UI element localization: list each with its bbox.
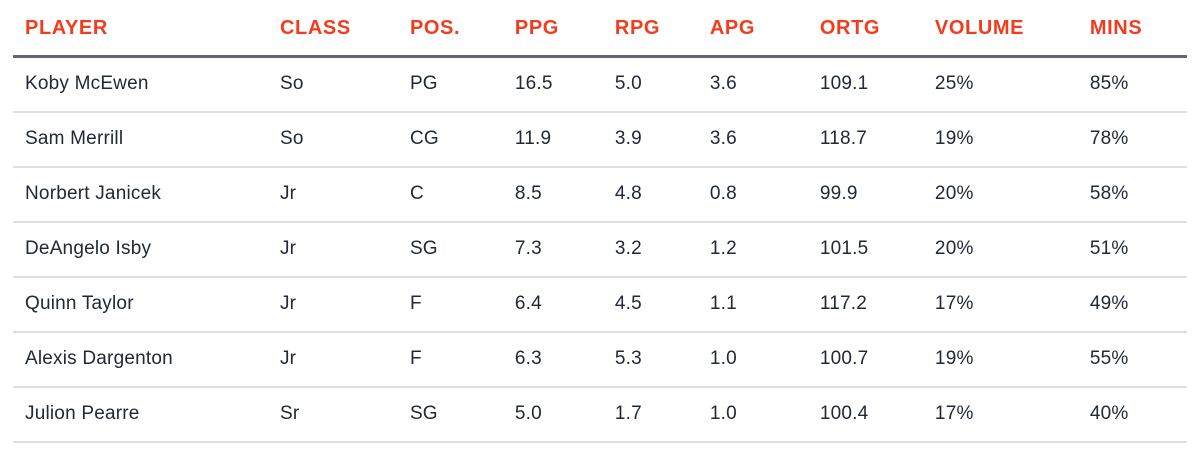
player-name-cell: Alexis Dargenton [13,331,268,388]
stat-cell-apg: 1.0 [697,386,808,443]
stats-table: PLAYER CLASS POS. PPG RPG APG ORTG VOLUME MINS K… [13,0,1187,443]
stat-cell-ortg: 117.2 [807,276,923,333]
stat-cell-ppg: 6.4 [502,276,603,333]
player-name-cell: Norbert Janicek [13,166,268,223]
stat-cell-ppg: 11.9 [502,111,603,168]
column-header-player: PLAYER [13,0,268,58]
column-header-rpg: RPG [602,0,698,58]
stat-cell-mins: 78% [1077,111,1187,168]
column-header-mins: MINS [1077,0,1187,58]
stat-cell-ppg: 6.3 [502,331,603,388]
stat-cell-mins: 85% [1077,56,1187,113]
stat-cell-mins: 55% [1077,331,1187,388]
table-row: Alexis Dargenton Jr F 6.3 5.3 1.0 100.7 19% 55% [13,331,1187,388]
stat-cell-volume: 17% [922,386,1078,443]
stat-cell-ppg: 16.5 [502,56,603,113]
table-body: Koby McEwen So PG 16.5 5.0 3.6 109.1 25% 85% Sam … [13,56,1187,443]
stat-cell-ortg: 101.5 [807,221,923,278]
stat-cell-mins: 40% [1077,386,1187,443]
column-header-ortg: ORTG [807,0,923,58]
stat-cell-rpg: 3.9 [602,111,698,168]
column-header-pos: POS. [397,0,503,58]
stat-cell-pos: SG [397,386,503,443]
column-header-volume: VOLUME [922,0,1078,58]
stat-cell-class: Jr [267,166,398,223]
table-row: Sam Merrill So CG 11.9 3.9 3.6 118.7 19% 78% [13,111,1187,168]
stat-cell-class: Jr [267,331,398,388]
stat-cell-pos: CG [397,111,503,168]
stat-cell-volume: 25% [922,56,1078,113]
stat-cell-pos: C [397,166,503,223]
stat-cell-apg: 1.1 [697,276,808,333]
stat-cell-ortg: 118.7 [807,111,923,168]
stat-cell-ortg: 109.1 [807,56,923,113]
stat-cell-mins: 49% [1077,276,1187,333]
table-row: DeAngelo Isby Jr SG 7.3 3.2 1.2 101.5 20% 51% [13,221,1187,278]
stat-cell-pos: SG [397,221,503,278]
table-row: Quinn Taylor Jr F 6.4 4.5 1.1 117.2 17% 49% [13,276,1187,333]
stat-cell-class: Jr [267,221,398,278]
player-name-cell: Sam Merrill [13,111,268,168]
stat-cell-ortg: 100.4 [807,386,923,443]
stat-cell-class: So [267,111,398,168]
stat-cell-rpg: 3.2 [602,221,698,278]
stat-cell-apg: 0.8 [697,166,808,223]
column-header-class: CLASS [267,0,398,58]
player-name-cell: Julion Pearre [13,386,268,443]
stat-cell-rpg: 5.0 [602,56,698,113]
stat-cell-volume: 19% [922,331,1078,388]
stat-cell-pos: PG [397,56,503,113]
stat-cell-volume: 17% [922,276,1078,333]
player-stats-table: PLAYER CLASS POS. PPG RPG APG ORTG VOLUME MINS K… [13,0,1187,443]
stat-cell-ppg: 7.3 [502,221,603,278]
stat-cell-rpg: 5.3 [602,331,698,388]
player-name-cell: Koby McEwen [13,56,268,113]
column-header-ppg: PPG [502,0,603,58]
player-name-cell: DeAngelo Isby [13,221,268,278]
stat-cell-volume: 19% [922,111,1078,168]
stat-cell-apg: 3.6 [697,111,808,168]
stat-cell-mins: 58% [1077,166,1187,223]
player-name-cell: Quinn Taylor [13,276,268,333]
stat-cell-ortg: 100.7 [807,331,923,388]
stat-cell-volume: 20% [922,221,1078,278]
column-header-apg: APG [697,0,808,58]
stat-cell-volume: 20% [922,166,1078,223]
stat-cell-apg: 3.6 [697,56,808,113]
table-row: Norbert Janicek Jr C 8.5 4.8 0.8 99.9 20% 58% [13,166,1187,223]
stat-cell-pos: F [397,276,503,333]
stat-cell-rpg: 1.7 [602,386,698,443]
stat-cell-pos: F [397,331,503,388]
stat-cell-class: Jr [267,276,398,333]
stat-cell-rpg: 4.5 [602,276,698,333]
stat-cell-ppg: 8.5 [502,166,603,223]
table-row: Julion Pearre Sr SG 5.0 1.7 1.0 100.4 17% 40% [13,386,1187,443]
stat-cell-rpg: 4.8 [602,166,698,223]
stat-cell-ppg: 5.0 [502,386,603,443]
stat-cell-apg: 1.2 [697,221,808,278]
stat-cell-ortg: 99.9 [807,166,923,223]
stat-cell-mins: 51% [1077,221,1187,278]
header-row: PLAYER CLASS POS. PPG RPG APG ORTG VOLUME MINS [13,0,1187,58]
table-header: PLAYER CLASS POS. PPG RPG APG ORTG VOLUME MINS [13,0,1187,58]
stat-cell-class: Sr [267,386,398,443]
stat-cell-class: So [267,56,398,113]
table-row: Koby McEwen So PG 16.5 5.0 3.6 109.1 25% 85% [13,56,1187,113]
stat-cell-apg: 1.0 [697,331,808,388]
